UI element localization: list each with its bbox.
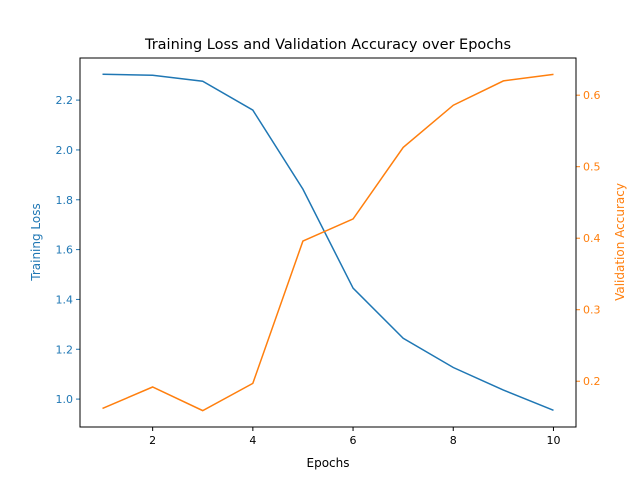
chart-title: Training Loss and Validation Accuracy ov… xyxy=(144,37,511,53)
right-y-tick-label: 0.2 xyxy=(583,375,601,388)
plot-frame xyxy=(79,57,577,428)
right-y-tick-label: 0.5 xyxy=(583,161,601,174)
series-line-training-loss xyxy=(102,73,554,411)
right-y-tick-label: 0.6 xyxy=(583,89,601,102)
right-y-tick-label: 0.4 xyxy=(583,232,601,245)
left-y-tick-label: 1.2 xyxy=(56,343,74,356)
left-y-tick-label: 1.6 xyxy=(56,244,74,257)
x-tick-label: 4 xyxy=(249,434,256,447)
right-y-tick-label: 0.3 xyxy=(583,304,601,317)
left-y-tick-label: 2.2 xyxy=(56,94,74,107)
left-y-tick-label: 1.0 xyxy=(56,393,74,406)
x-tick-label: 10 xyxy=(546,434,560,447)
x-tick-label: 8 xyxy=(450,434,457,447)
x-tick-label: 2 xyxy=(149,434,156,447)
x-tick-label: 6 xyxy=(350,434,357,447)
left-y-tick-label: 2.0 xyxy=(56,144,74,157)
right-y-axis-label: Validation Accuracy xyxy=(613,183,627,301)
left-y-tick-label: 1.4 xyxy=(56,293,74,306)
x-axis-label: Epochs xyxy=(307,456,350,470)
series-line-validation-accuracy xyxy=(102,73,554,412)
left-y-tick-label: 1.8 xyxy=(56,194,74,207)
left-y-axis-label: Training Loss xyxy=(29,203,43,281)
